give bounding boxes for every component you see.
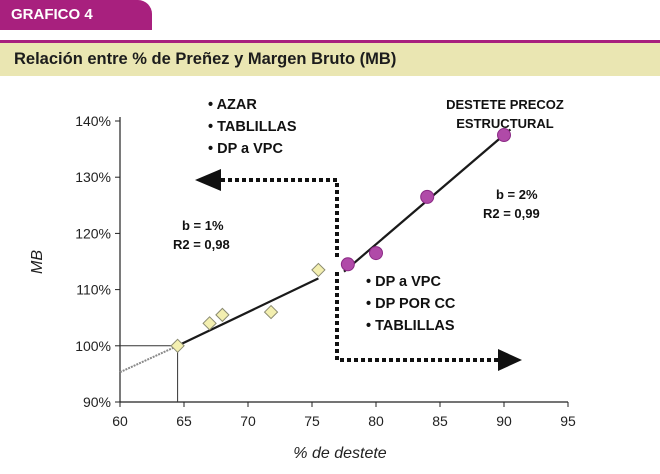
x-tick-label: 85 (432, 413, 448, 429)
arrow-to-left-line (218, 178, 339, 257)
annotation-arrows (195, 169, 522, 371)
data-point-circle (340, 257, 355, 272)
x-tick-label: 90 (496, 413, 512, 429)
trend-line-extension (119, 344, 179, 374)
data-points (170, 128, 511, 354)
arrow-right-head (498, 349, 522, 371)
y-tick-label: 90% (83, 394, 111, 410)
left-fit-slope: b = 1% (182, 218, 224, 233)
y-axis-label: MB (29, 250, 46, 274)
left-list-item-1: • AZAR (208, 97, 257, 113)
y-tick-label: 140% (75, 113, 111, 129)
data-point-diamond (215, 307, 230, 323)
reference-lines (120, 345, 179, 402)
data-point-circle (497, 128, 511, 143)
x-tick-label: 75 (304, 413, 320, 429)
arrow-left-head (195, 169, 221, 191)
axes: 60 65 70 75 80 85 90 95 90% 100% 110% 120% 130% 140% (75, 113, 576, 429)
left-list-item-3: • DP a VPC (208, 141, 283, 157)
figure-tab: GRAFICO 4 (0, 0, 152, 30)
left-fit-r2: R2 = 0,98 (173, 237, 230, 252)
top-right-label-line2: ESTRUCTURAL (456, 116, 554, 131)
y-tick-label: 100% (75, 338, 111, 354)
data-point-diamond (263, 304, 279, 320)
data-point-diamond (170, 338, 185, 354)
right-fit-slope: b = 2% (496, 187, 538, 202)
right-list-item-2: • DP POR CC (366, 296, 456, 312)
data-point-circle (420, 189, 435, 204)
arrow-to-right-line (335, 272, 500, 362)
x-axis-label: % de destete (293, 445, 387, 462)
right-list-item-1: • DP a VPC (366, 274, 441, 290)
y-tick-label: 120% (75, 225, 111, 241)
chart-title: Relación entre % de Preñez y Margen Brut… (0, 40, 660, 76)
y-tick-label: 130% (75, 169, 111, 185)
x-tick-label: 80 (368, 413, 384, 429)
data-point-diamond (311, 262, 326, 278)
trend-line-left (177, 277, 319, 347)
x-tick-label: 60 (112, 413, 128, 429)
y-tick-label: 110% (76, 282, 111, 298)
right-list-item-3: • TABLILLAS (366, 318, 455, 334)
x-tick-label: 65 (176, 413, 192, 429)
x-tick-label: 95 (560, 413, 576, 429)
data-point-diamond (202, 316, 217, 331)
x-tick-label: 70 (240, 413, 256, 429)
left-list-item-2: • TABLILLAS (208, 119, 297, 135)
data-point-circle (369, 246, 383, 261)
right-fit-r2: R2 = 0,99 (483, 206, 540, 221)
top-right-label-line1: DESTETE PRECOZ (446, 97, 564, 112)
